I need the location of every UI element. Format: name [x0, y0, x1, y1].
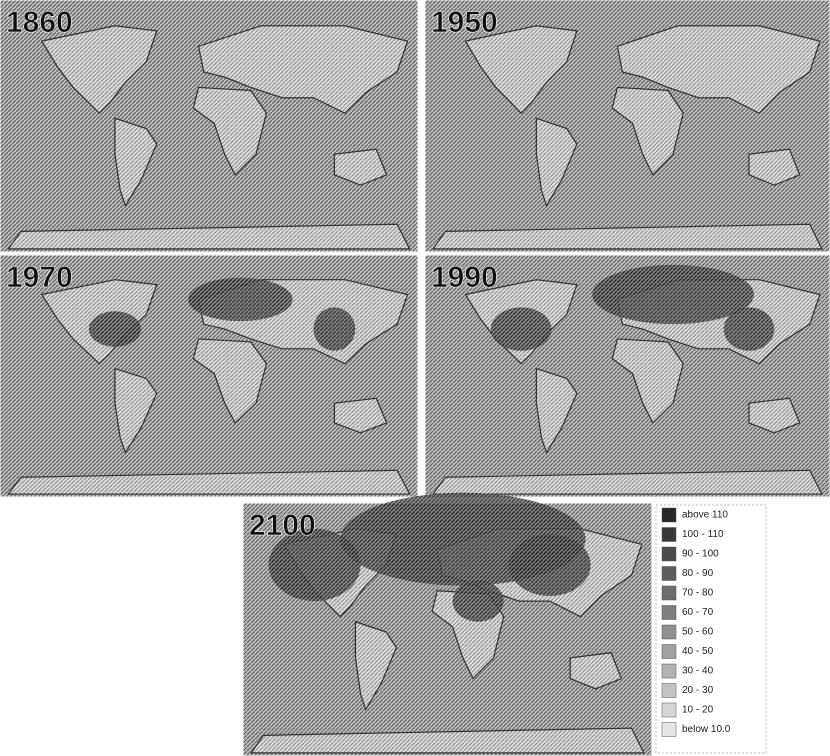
legend-swatch: [662, 547, 676, 561]
legend-swatch: [662, 586, 676, 600]
hotspot: [188, 278, 293, 321]
hotspot: [453, 580, 504, 621]
year-label: 1860: [6, 6, 73, 39]
legend-label: 10 - 20: [682, 705, 714, 716]
hotspot: [724, 307, 775, 350]
legend-label: 90 - 100: [682, 549, 719, 560]
legend-label: 50 - 60: [682, 627, 714, 638]
year-label: 1990: [431, 261, 498, 294]
legend-swatch: [662, 528, 676, 542]
legend-swatch: [662, 645, 676, 659]
map-panel: 1990: [425, 255, 830, 497]
legend-label: 80 - 90: [682, 568, 714, 579]
legend-label: below 10.0: [682, 724, 731, 735]
legend-swatch: [662, 625, 676, 639]
legend-label: 100 - 110: [682, 529, 724, 540]
hotspot: [509, 534, 591, 596]
map-panel: 2100: [243, 493, 652, 756]
hotspot: [314, 307, 356, 350]
legend-swatch: [662, 606, 676, 620]
map-panel: 1970: [0, 255, 418, 497]
map-panel: 1860: [0, 0, 418, 252]
legend-label: 40 - 50: [682, 646, 714, 657]
figure: 1860 1950 1970 1990 2100 above 110 100 - 110 90…: [0, 0, 830, 756]
legend-label: above 110: [682, 510, 728, 521]
legend-swatch: [662, 723, 676, 737]
legend-swatch: [662, 508, 676, 522]
year-label: 1970: [6, 261, 73, 294]
legend-swatch: [662, 684, 676, 698]
legend-swatch: [662, 664, 676, 678]
hotspot: [491, 307, 552, 350]
map-panel: 1950: [425, 0, 830, 252]
year-label: 2100: [249, 509, 316, 542]
hotspot: [89, 311, 141, 347]
legend: above 110 100 - 110 90 - 100 80 - 90 70 - 80…: [656, 505, 766, 753]
legend-swatch: [662, 703, 676, 717]
legend-label: 60 - 70: [682, 607, 714, 618]
legend-label: 20 - 30: [682, 685, 714, 696]
year-label: 1950: [431, 6, 498, 39]
legend-label: 70 - 80: [682, 588, 714, 599]
legend-label: 30 - 40: [682, 666, 714, 677]
legend-swatch: [662, 567, 676, 581]
